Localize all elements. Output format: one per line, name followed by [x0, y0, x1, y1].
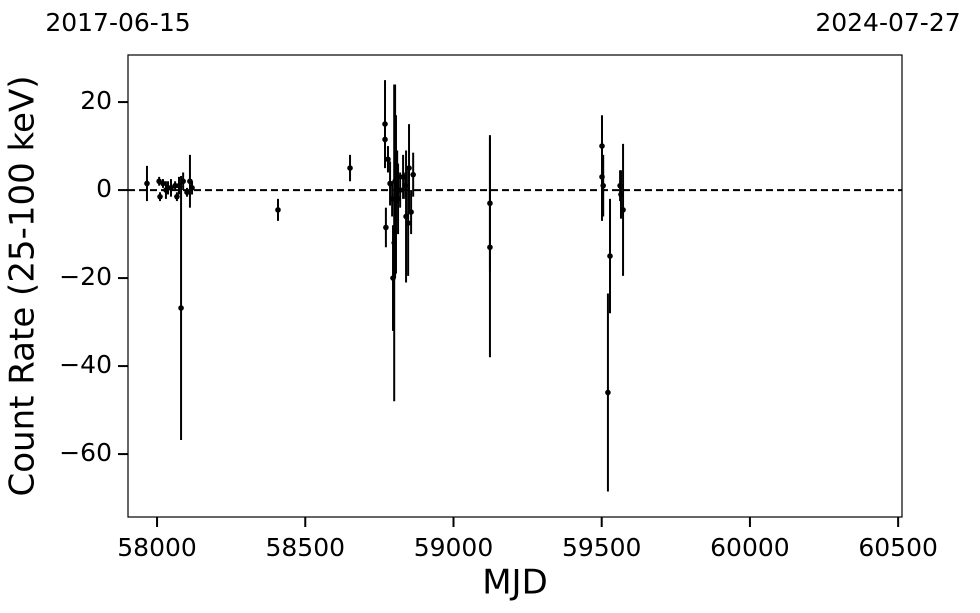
annotation: 2024-07-27	[815, 8, 960, 37]
data-point	[275, 207, 281, 213]
data-point	[620, 207, 626, 213]
data-point	[172, 182, 178, 189]
data-point	[168, 185, 174, 191]
annotation: 2017-06-15	[45, 8, 190, 37]
data-point	[405, 220, 411, 226]
y-tick-label: 20	[80, 86, 112, 115]
data-point	[383, 224, 389, 231]
data-point	[157, 193, 163, 200]
y-tick-label: −60	[59, 438, 112, 467]
data-point	[408, 209, 414, 215]
x-tick-label: 58000	[117, 533, 197, 562]
data-point	[347, 165, 353, 171]
y-axis-label: Count Rate (25-100 keV)	[3, 76, 43, 497]
data-point	[382, 136, 388, 143]
data-point	[184, 189, 190, 196]
data-point	[178, 305, 184, 311]
x-tick-label: 59000	[414, 533, 494, 562]
data-point	[397, 187, 403, 193]
data-point	[406, 165, 412, 171]
x-tick-label: 59500	[562, 533, 642, 562]
x-tick-label: 60000	[710, 533, 790, 562]
data-point	[385, 156, 391, 163]
x-tick-label: 58500	[266, 533, 346, 562]
data-point	[189, 185, 195, 191]
plot-frame	[127, 54, 903, 518]
data-point	[600, 182, 606, 189]
data-point	[410, 171, 416, 178]
data-point	[144, 180, 150, 187]
data-point	[607, 253, 613, 259]
y-tick-label: −20	[59, 262, 112, 291]
data-point	[174, 193, 180, 200]
x-axis-label: MJD	[482, 563, 548, 603]
data-point	[605, 389, 611, 396]
x-tick-label: 60500	[858, 533, 938, 562]
data-point	[180, 178, 186, 185]
y-tick-label: −40	[59, 350, 112, 379]
data-point	[487, 244, 493, 251]
y-tick-label: 0	[96, 174, 112, 203]
data-point	[160, 180, 166, 187]
